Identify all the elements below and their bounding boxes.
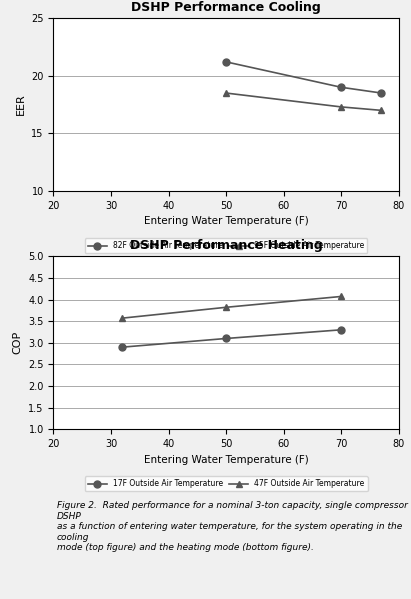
Y-axis label: COP: COP (13, 331, 23, 355)
Title: DSHP Performance Heating: DSHP Performance Heating (130, 239, 322, 252)
X-axis label: Entering Water Temperature (F): Entering Water Temperature (F) (144, 216, 308, 226)
X-axis label: Entering Water Temperature (F): Entering Water Temperature (F) (144, 455, 308, 465)
Text: Figure 2.  Rated performance for a nominal 3-ton capacity, single compressor DSH: Figure 2. Rated performance for a nomina… (57, 501, 408, 552)
Legend: 82F Outside Air Temperature, 95F Outside Air Temperature: 82F Outside Air Temperature, 95F Outside… (85, 238, 367, 253)
Legend: 17F Outside Air Temperature, 47F Outside Air Temperature: 17F Outside Air Temperature, 47F Outside… (85, 476, 367, 491)
Y-axis label: EER: EER (16, 93, 25, 116)
Title: DSHP Performance Cooling: DSHP Performance Cooling (131, 1, 321, 14)
